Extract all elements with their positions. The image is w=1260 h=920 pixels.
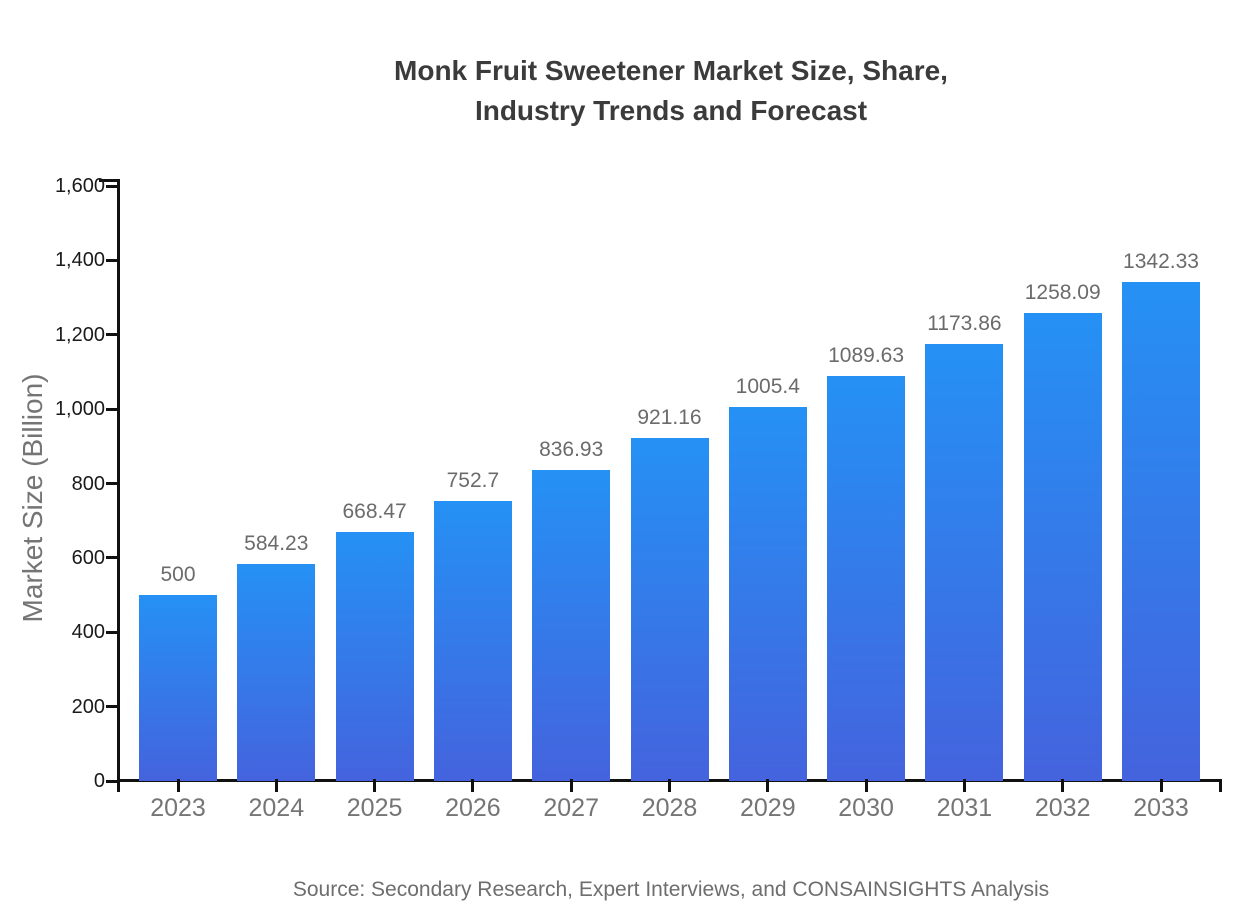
bar-value-label: 1258.09 [1024, 281, 1101, 305]
bar-value-label: 668.47 [342, 500, 407, 524]
bar [728, 407, 807, 781]
x-tick-label: 2033 [1133, 794, 1189, 822]
bar-value-label: 500 [160, 563, 196, 587]
bar-value-label: 1089.63 [828, 343, 905, 367]
plot-area: 0 200 400 600 800 1,000 1,200 1,400 1,600 500 2023… [55, 175, 1222, 822]
bar [335, 532, 414, 781]
x-tick [766, 779, 770, 792]
x-axis-end-tick [1219, 779, 1222, 792]
x-tick [668, 779, 671, 792]
bar [630, 438, 709, 781]
x-tick [373, 779, 377, 792]
bar-value-label: 752.7 [446, 469, 500, 493]
y-tick [106, 556, 120, 560]
bar [237, 563, 316, 781]
x-tick-label: 2031 [936, 794, 993, 822]
y-tick-label: 800 [71, 472, 105, 495]
x-tick-label: 2027 [543, 794, 599, 822]
x-tick-label: 2026 [445, 794, 501, 822]
bar-value-label: 584.23 [244, 531, 309, 555]
y-axis-line [117, 179, 120, 792]
bar [532, 469, 611, 781]
x-tick [864, 779, 868, 792]
chart-title-line1: Monk Fruit Sweetener Market Size, Share, [394, 55, 948, 86]
x-tick-label: 2025 [346, 794, 403, 822]
x-tick-label: 2030 [838, 794, 894, 822]
y-tick [106, 407, 120, 411]
bar-value-label: 1005.4 [735, 375, 800, 399]
bar [1122, 281, 1200, 781]
x-tick-label: 2024 [248, 794, 305, 822]
bar [139, 595, 217, 781]
x-tick [569, 779, 573, 792]
y-tick-label: 1,400 [54, 249, 105, 272]
bar-value-label: 1173.86 [927, 312, 1002, 336]
chart-title-line2: Industry Trends and Forecast [474, 95, 868, 126]
bar [925, 344, 1004, 781]
x-tick [176, 779, 180, 792]
x-tick [274, 779, 278, 792]
bar-value-label: 836.93 [539, 437, 604, 461]
y-tick [106, 184, 120, 188]
y-tick-label: 600 [71, 546, 105, 569]
y-axis-top-cap [99, 179, 120, 182]
y-tick-label: 1,000 [54, 398, 105, 421]
y-tick [106, 333, 120, 337]
y-tick-label: 1,600 [54, 175, 105, 197]
bar-value-label: 1342.33 [1123, 249, 1199, 273]
y-tick [106, 630, 120, 634]
y-tick-label: 1,200 [54, 323, 105, 346]
x-tick [471, 779, 475, 792]
y-tick [106, 705, 120, 709]
y-tick [106, 779, 120, 783]
x-tick-label: 2032 [1034, 794, 1091, 822]
y-tick [106, 258, 120, 262]
x-tick [1061, 779, 1065, 792]
x-tick [962, 779, 966, 792]
chart-title: Monk Fruit Sweetener Market Size, Share,… [120, 51, 1222, 131]
y-tick-label: 400 [71, 621, 105, 644]
y-tick-label: 200 [71, 695, 105, 718]
bar [1023, 313, 1102, 781]
y-tick [106, 482, 120, 485]
bar [827, 375, 906, 781]
bar [433, 501, 512, 781]
bar-value-label: 921.16 [637, 406, 702, 430]
y-tick-label: 0 [93, 770, 105, 792]
x-tick-label: 2023 [150, 794, 206, 822]
x-tick [1159, 779, 1163, 792]
x-tick-label: 2029 [739, 794, 796, 822]
source-caption: Source: Secondary Research, Expert Inter… [292, 878, 1050, 901]
x-tick-label: 2028 [641, 794, 698, 822]
